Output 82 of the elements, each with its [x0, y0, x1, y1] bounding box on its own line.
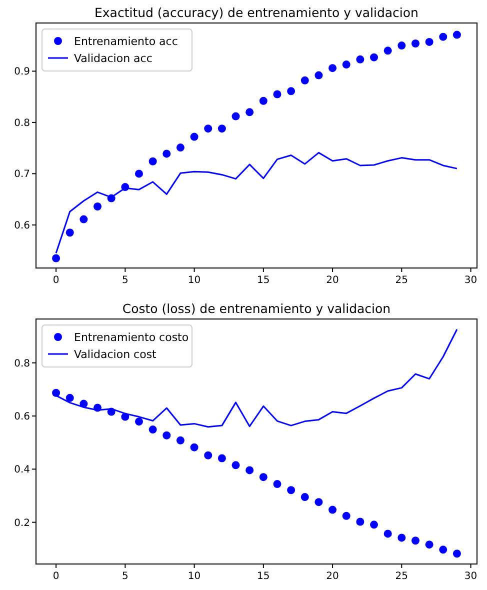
point — [425, 38, 434, 46]
point — [342, 512, 350, 520]
x-tick-label: 0 — [52, 275, 60, 286]
point — [452, 30, 461, 39]
point — [259, 96, 268, 105]
point — [356, 518, 364, 526]
point — [94, 202, 102, 210]
point — [66, 394, 74, 402]
point — [398, 42, 406, 50]
point — [384, 46, 392, 55]
x-tick-label: 20 — [326, 571, 339, 582]
point — [232, 461, 240, 470]
point — [425, 540, 434, 549]
chart-title: Costo (loss) de entrenamiento y validacion — [122, 301, 391, 316]
point — [204, 124, 212, 133]
point — [314, 71, 323, 80]
point — [148, 426, 157, 434]
point — [259, 473, 268, 482]
x-tick-label: 30 — [464, 571, 478, 582]
x-tick-label: 15 — [257, 275, 270, 286]
chart-title: Exactitud (accuracy) de entrenamiento y validacion — [94, 5, 418, 20]
point — [232, 112, 240, 120]
point — [273, 480, 282, 488]
y-tick-label: 0.8 — [14, 118, 30, 129]
point — [356, 55, 364, 64]
y-tick-label: 0.9 — [14, 66, 30, 78]
y-tick-label: 0.8 — [14, 358, 30, 370]
point — [80, 215, 88, 224]
point — [134, 170, 143, 178]
point — [246, 108, 254, 116]
x-tick-label: 5 — [122, 275, 128, 286]
y-tick-label: 0.6 — [14, 220, 30, 232]
y-tick-label: 0.6 — [14, 411, 30, 422]
point — [328, 64, 337, 72]
x-tick-label: 30 — [464, 275, 478, 286]
legend-label: Validacion cost — [74, 348, 158, 361]
point — [273, 90, 282, 98]
y-tick-label: 0.2 — [14, 518, 30, 529]
point — [52, 388, 60, 397]
x-tick-label: 25 — [395, 571, 408, 582]
point — [190, 443, 198, 452]
point — [370, 520, 378, 529]
point — [439, 32, 448, 41]
legend-label: Entrenamiento acc — [74, 35, 178, 48]
y-tick-label: 0.4 — [14, 464, 30, 476]
point — [66, 228, 74, 237]
point — [300, 76, 309, 84]
point — [246, 466, 254, 474]
point — [190, 132, 198, 141]
point — [314, 498, 323, 506]
point — [370, 53, 378, 62]
point — [218, 454, 226, 462]
x-tick-label: 0 — [52, 571, 60, 582]
point — [52, 254, 60, 262]
point — [287, 486, 296, 494]
point — [176, 436, 184, 444]
x-tick-label: 15 — [257, 571, 270, 582]
point — [411, 40, 420, 48]
x-tick-label: 5 — [122, 571, 128, 582]
x-tick-label: 25 — [395, 275, 408, 286]
point — [328, 506, 337, 514]
point — [176, 144, 184, 152]
y-tick-label: 0.7 — [14, 169, 30, 180]
point — [287, 87, 296, 96]
point — [411, 536, 420, 545]
point — [162, 431, 171, 440]
legend-label: Validacion acc — [74, 52, 152, 65]
legend-label: Entrenamiento costo — [74, 331, 189, 344]
point — [439, 546, 448, 554]
point — [384, 530, 392, 538]
point — [148, 157, 157, 166]
point — [134, 418, 143, 426]
x-tick-label: 10 — [188, 275, 201, 286]
point — [342, 60, 350, 69]
point — [452, 550, 461, 558]
point — [300, 493, 309, 502]
point — [398, 534, 406, 542]
x-tick-label: 10 — [188, 571, 201, 582]
point — [218, 124, 226, 133]
point — [162, 150, 171, 158]
x-tick-label: 20 — [326, 275, 339, 286]
point — [204, 451, 212, 460]
